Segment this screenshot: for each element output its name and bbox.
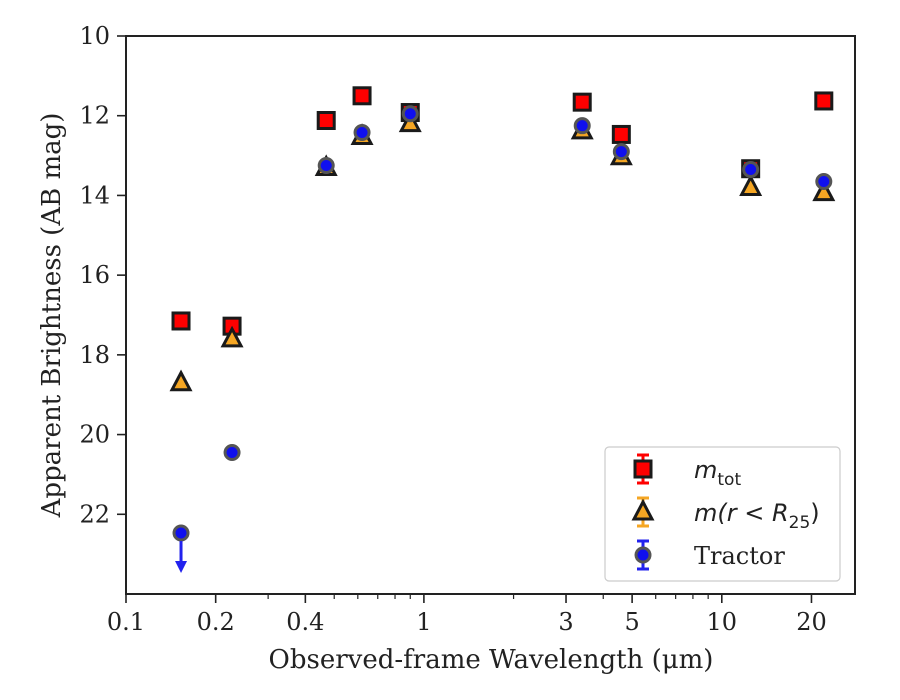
x-tick-label: 0.1 [107, 608, 145, 636]
x-tick-label: 10 [707, 608, 738, 636]
legend-marker-mtot [633, 459, 653, 479]
mtot-point [611, 124, 631, 144]
x-tick-label: 1 [416, 608, 431, 636]
y-tick-label: 18 [79, 341, 110, 369]
y-tick-label: 22 [79, 500, 110, 528]
legend-label-mr25: m(r < R25) [694, 499, 820, 533]
y-tick-label: 16 [79, 261, 110, 289]
tractor-point [401, 105, 419, 123]
legend-label-tail: ) [810, 499, 819, 527]
legend-label-main: m(r < R [694, 499, 789, 527]
y-tick-label: 12 [79, 102, 110, 130]
mtot-point [171, 311, 191, 331]
legend-label-sub: 25 [789, 513, 811, 533]
x-axis: 0.1 0.2 0.4 1 3 5 10 20 [107, 594, 827, 636]
legend-label-tractor: Tractor [694, 542, 785, 570]
mtot-point [572, 92, 592, 112]
legend-box [604, 446, 841, 582]
plot-area-border [125, 35, 856, 595]
y-tick-label: 14 [79, 181, 110, 209]
mtot-point [352, 86, 372, 106]
mr25-point [739, 174, 763, 196]
tractor-point [573, 117, 591, 135]
x-tick-label: 3 [558, 608, 573, 636]
y-axis-label: Apparent Brightness (AB mag) [37, 113, 67, 519]
legend-label-main: m [694, 456, 717, 484]
upper-limit-arrow-head [175, 561, 188, 574]
mtot-point [316, 110, 336, 130]
y-tick-label: 10 [79, 22, 110, 50]
legend-label-mtot: mtot [694, 456, 741, 490]
tractor-point [172, 524, 190, 542]
legend-label-sub: tot [717, 470, 741, 490]
mr25-point [169, 369, 193, 392]
legend-marker-mr25 [631, 498, 655, 521]
x-tick-label: 0.2 [197, 608, 235, 636]
legend: mtot m(r < R25) Tractor [604, 446, 841, 582]
x-tick-label: 0.4 [286, 608, 324, 636]
tractor-point [317, 157, 335, 175]
legend-marker-tractor [634, 546, 652, 564]
tractor-point [815, 172, 833, 190]
series-mr25 [169, 110, 836, 392]
series-mtot [171, 86, 834, 336]
mr25-point [220, 325, 244, 348]
y-axis: 10 12 14 16 18 20 22 [79, 22, 126, 528]
x-axis-label: Observed-frame Wavelength (μm) [269, 645, 714, 675]
tractor-point [742, 161, 760, 179]
x-tick-label: 20 [796, 608, 827, 636]
tractor-point [612, 143, 630, 161]
y-tick-label: 20 [79, 421, 110, 449]
axes-frame [125, 35, 856, 595]
tractor-point [223, 444, 241, 462]
x-tick-label: 5 [624, 608, 639, 636]
plot-points [169, 86, 836, 574]
mr25-point [812, 179, 836, 202]
mtot-point [814, 91, 834, 111]
series-tractor [172, 105, 833, 574]
upper-limit-arrow [175, 541, 188, 574]
tractor-point [353, 123, 371, 141]
